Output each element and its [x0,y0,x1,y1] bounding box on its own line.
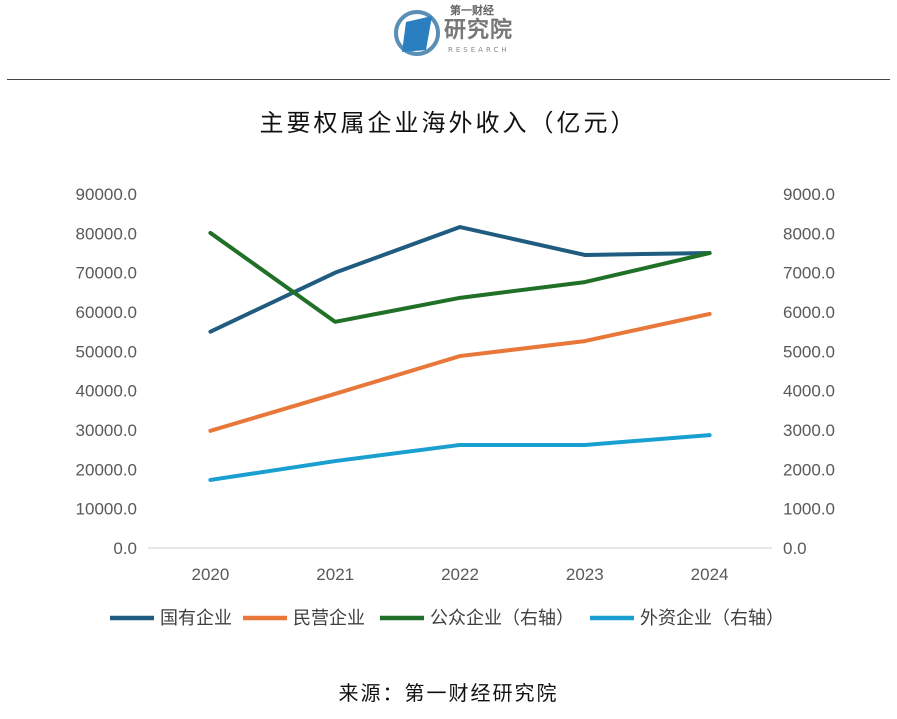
logo-text-3: RESEARCH [448,46,510,54]
right-y-tick-label: 4000.0 [783,382,835,401]
series-line-3 [208,433,712,482]
left-y-tick-label: 50000.0 [76,342,137,361]
x-tick-label: 2024 [691,565,729,584]
series-line-0 [208,225,712,334]
legend-label-3: 外资企业（右轴） [640,608,784,628]
right-y-tick-label: 0.0 [783,539,807,558]
header-divider [7,79,890,80]
right-y-tick-label: 5000.0 [783,342,835,361]
series-line-2 [208,230,712,324]
left-y-tick-label: 30000.0 [76,421,137,440]
left-y-tick-label: 10000.0 [76,500,137,519]
right-y-tick-label: 3000.0 [783,421,835,440]
right-y-tick-label: 7000.0 [783,264,835,283]
left-y-tick-label: 40000.0 [76,382,137,401]
source-note: 来源：第一财经研究院 [338,681,559,705]
legend-label-1: 民营企业 [293,608,365,628]
x-tick-label: 2022 [441,565,479,584]
right-y-tick-label: 6000.0 [783,303,835,322]
x-tick-label: 2021 [316,565,354,584]
research-logo: 第一财经 研究院 RESEARCH [392,4,532,64]
left-y-tick-label: 80000.0 [76,224,137,243]
x-tick-label: 2020 [191,565,229,584]
logo-text-2: 研究院 [444,18,514,43]
logo-text-1: 第一财经 [450,4,494,17]
chart-title: 主要权属企业海外收入（亿元） [259,109,638,137]
logo-icon [394,10,440,56]
series-line-1 [208,311,712,433]
left-y-tick-label: 90000.0 [76,185,137,204]
legend-label-0: 国有企业 [160,608,232,628]
right-y-tick-label: 1000.0 [783,500,835,519]
left-y-tick-label: 20000.0 [76,460,137,479]
left-y-tick-label: 60000.0 [76,303,137,322]
left-y-tick-label: 70000.0 [76,264,137,283]
right-y-tick-label: 2000.0 [783,460,835,479]
left-y-tick-label: 0.0 [113,539,137,558]
x-tick-label: 2023 [566,565,604,584]
right-y-tick-label: 9000.0 [783,185,835,204]
right-y-tick-label: 8000.0 [783,224,835,243]
legend-label-2: 公众企业（右轴） [430,608,574,628]
